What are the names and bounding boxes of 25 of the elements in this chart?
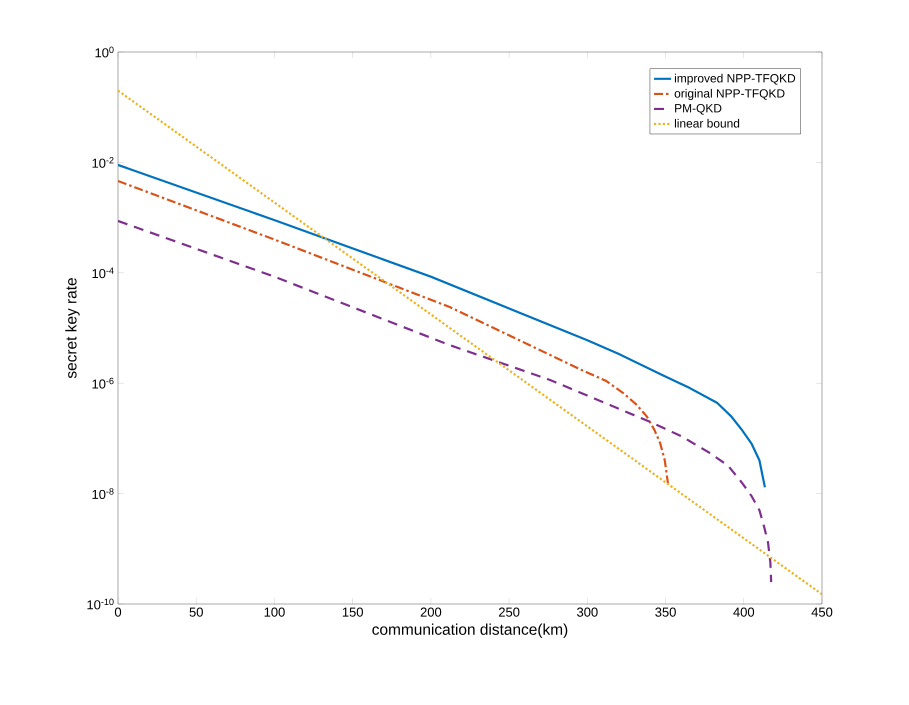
y-axis-title: secret key rate [65,278,80,378]
x-tick-label: 450 [811,608,832,617]
y-tick-label: 10$^{-4}$ [92,267,114,278]
line-series [118,180,669,484]
line-series [118,220,772,584]
x-tick-label: 150 [342,608,363,617]
y-tick-label: 10$^{-10}$ [87,598,114,610]
y-tick-label: 10$^{-6}$ [92,378,114,389]
x-tick-label: 100 [264,608,285,617]
x-tick-label: 200 [420,608,442,617]
legend-label: improved NPP-TFQKD [674,74,796,85]
x-tick-label: 400 [733,608,754,617]
legend-label: PM-QKD [675,104,722,115]
legend-label: original NPP-TFQKD [674,88,784,100]
x-tick-label: 300 [577,608,598,617]
x-tick-label: 350 [655,608,676,617]
legend-label: linear bound [674,118,740,128]
x-tick-label: 0 [114,608,122,617]
x-tick-label: 250 [498,608,520,617]
y-tick-label: 10$^{-8}$ [92,488,114,499]
y-tick-label: 10$^{0}$ [96,46,114,58]
x-tick-label: 50 [190,608,203,617]
line-series [118,164,766,488]
x-axis-title: communication distance(km) [372,624,568,638]
y-tick-label: 10$^{-2}$ [92,157,114,168]
